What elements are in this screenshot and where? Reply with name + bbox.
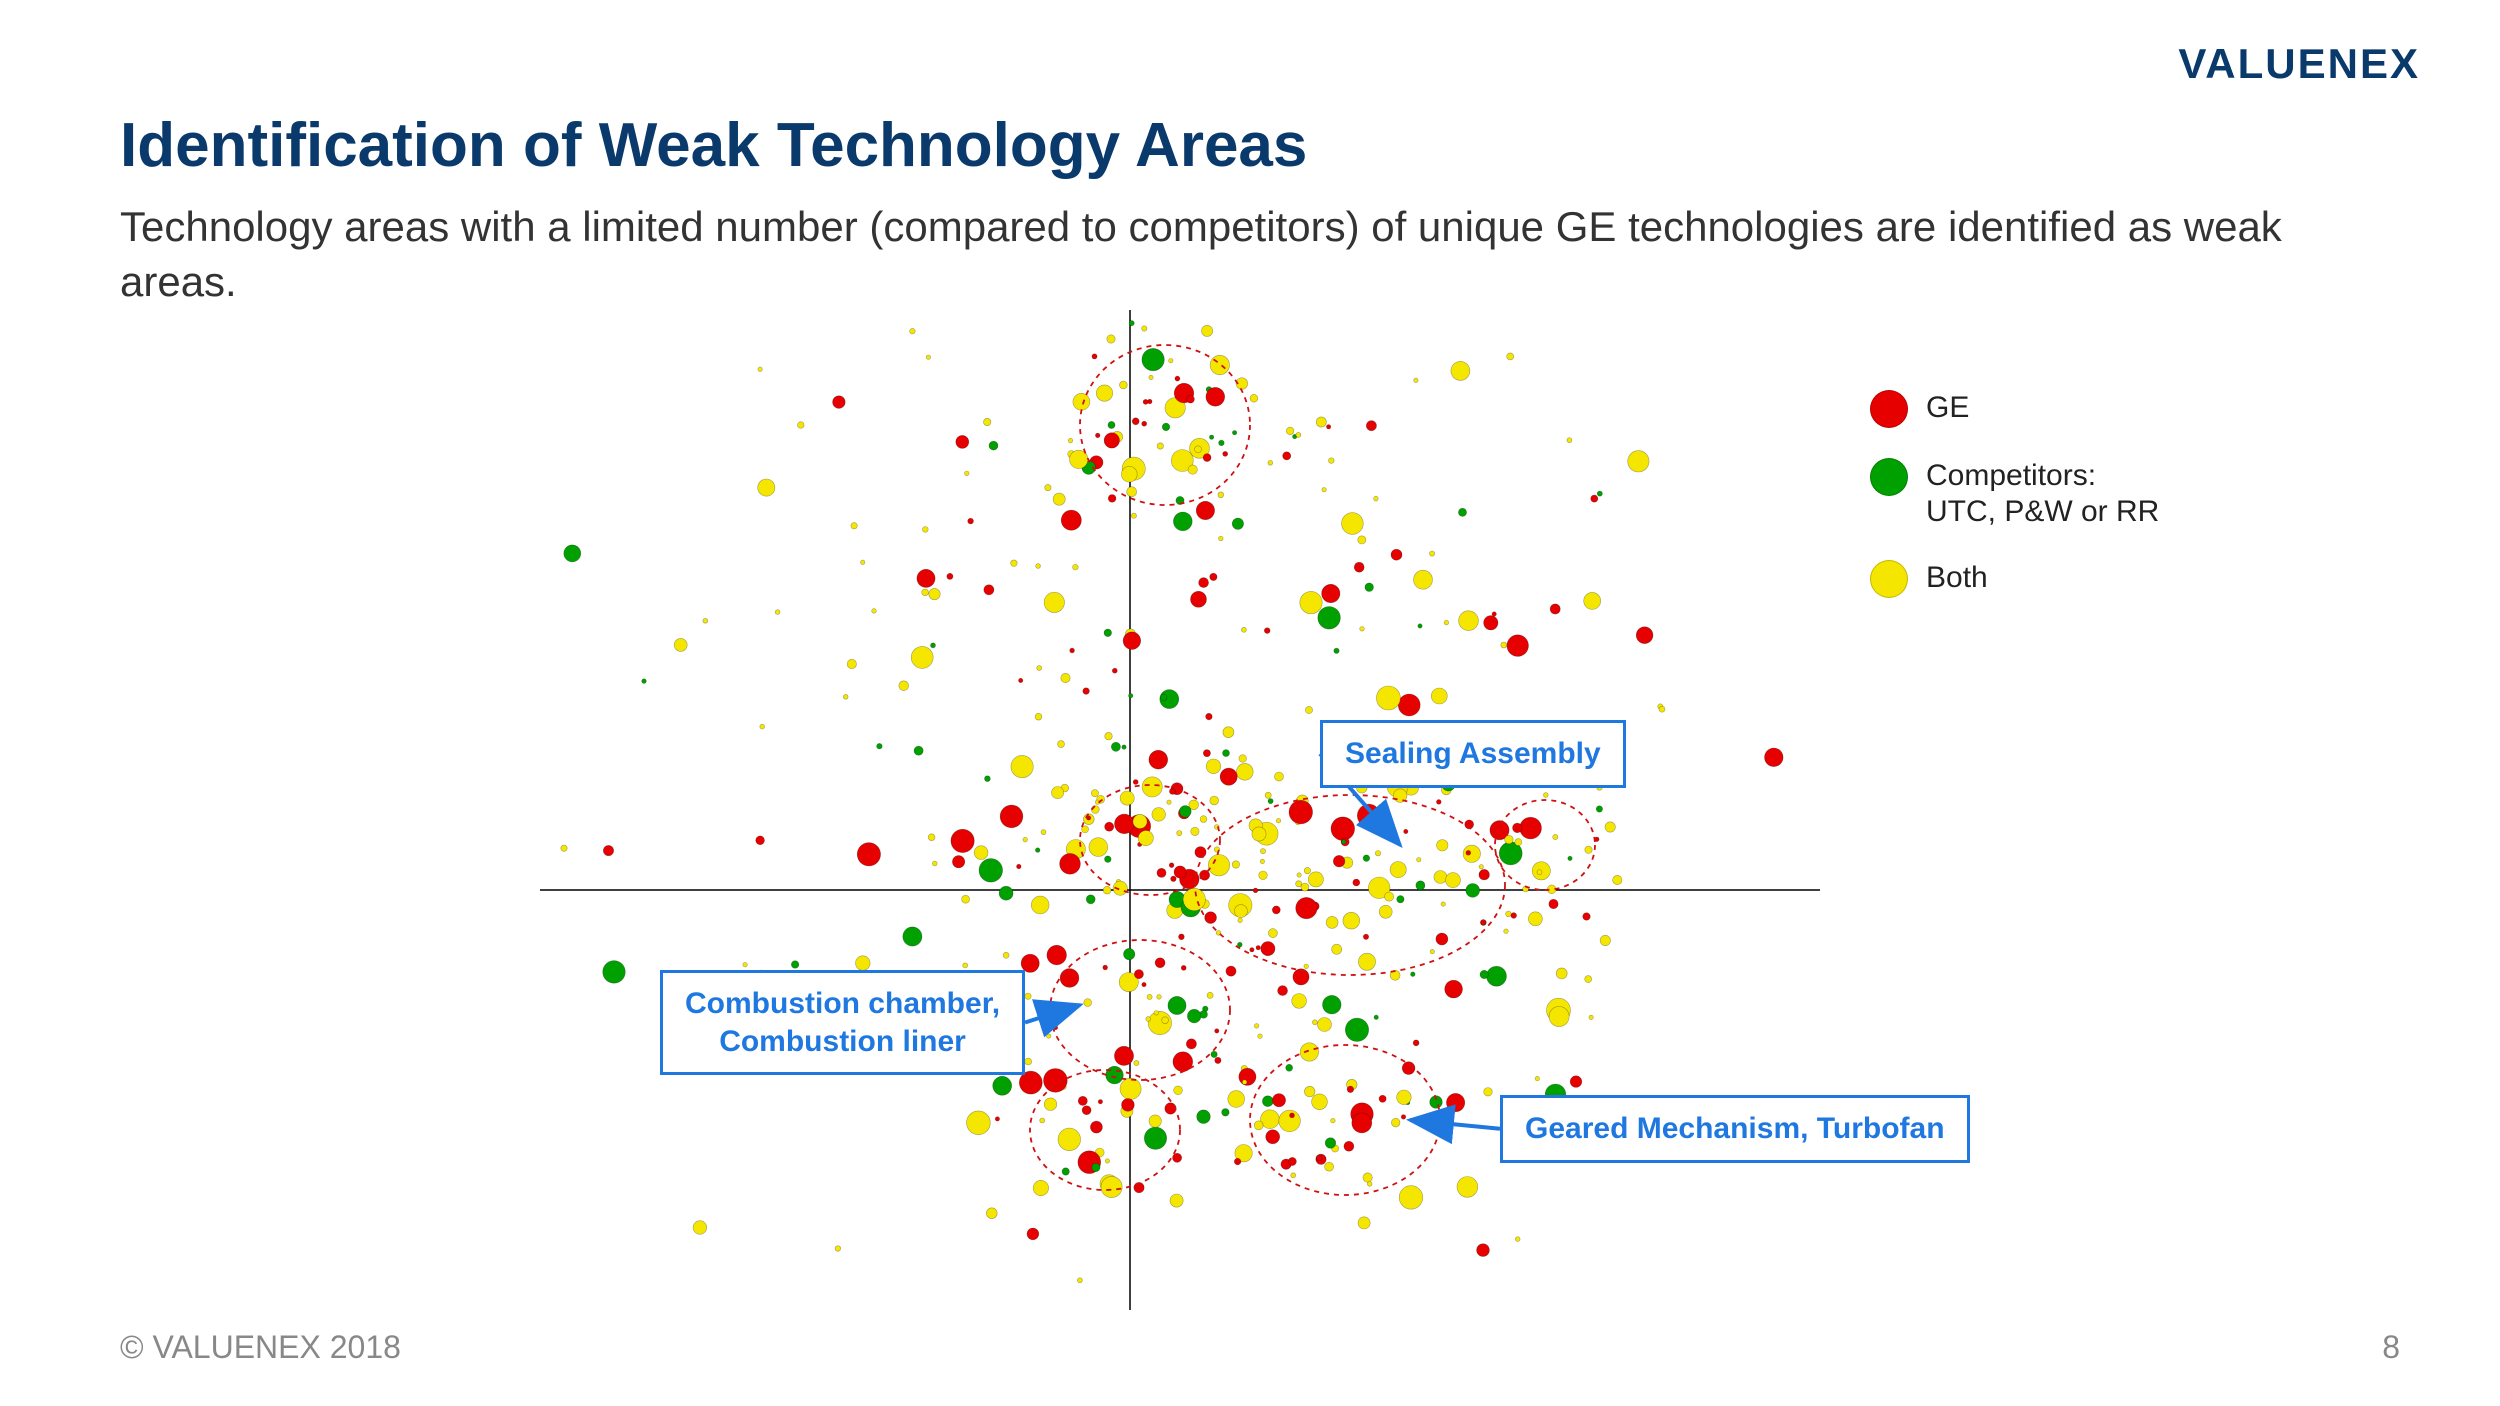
callout-sealing: Sealing Assembly: [1320, 720, 1626, 788]
callout-geared: Geared Mechanism, Turbofan: [1500, 1095, 1970, 1163]
legend-item-competitors: Competitors:UTC, P&W or RR: [1870, 458, 2159, 530]
callout-combustion: Combustion chamber,Combustion liner: [660, 970, 1025, 1075]
legend-dot-icon: [1870, 560, 1908, 598]
legend-dot-icon: [1870, 390, 1908, 428]
legend-item-both: Both: [1870, 560, 2159, 598]
legend-label: Both: [1926, 560, 1988, 596]
brand-logo: VALUENEX: [2178, 40, 2420, 88]
copyright-footer: © VALUENEX 2018: [120, 1329, 401, 1366]
chart-legend: GE Competitors:UTC, P&W or RR Both: [1870, 390, 2159, 628]
legend-item-ge: GE: [1870, 390, 2159, 428]
legend-dot-icon: [1870, 458, 1908, 496]
page-title: Identification of Weak Technology Areas: [120, 110, 1307, 181]
legend-label: Competitors:UTC, P&W or RR: [1926, 458, 2159, 530]
legend-label: GE: [1926, 390, 1969, 426]
page-number: 8: [2382, 1329, 2400, 1366]
page-subtitle: Technology areas with a limited number (…: [120, 200, 2380, 309]
